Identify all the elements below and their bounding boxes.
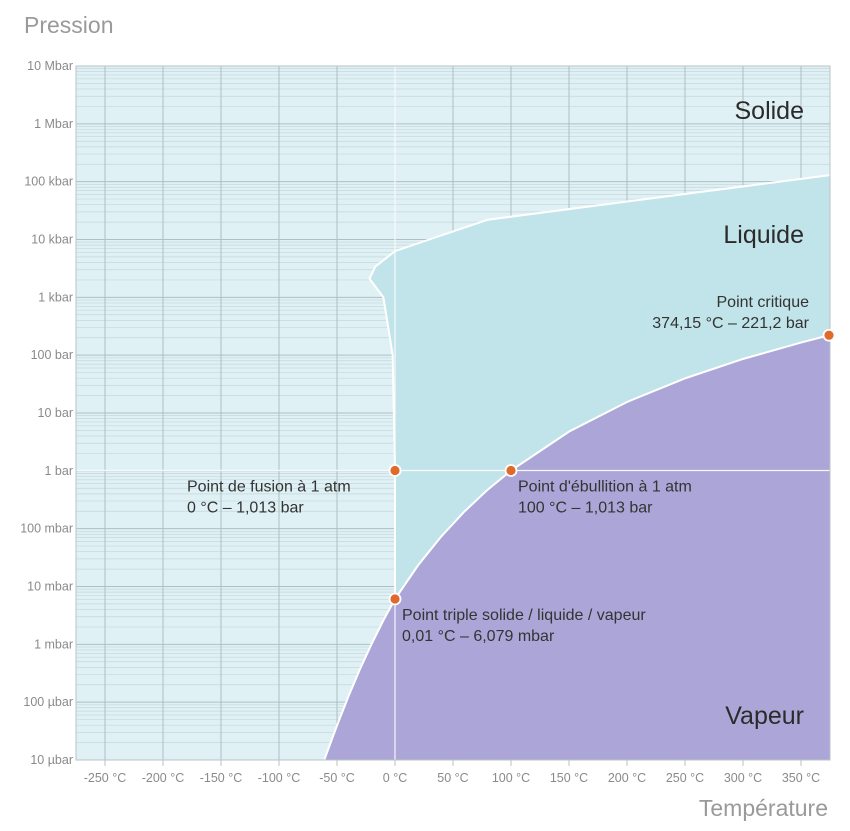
phase-point-marker xyxy=(388,592,402,606)
fusion-curve xyxy=(368,174,830,600)
y-tick-label: 10 µbar xyxy=(30,753,73,767)
y-tick-label: 10 bar xyxy=(38,406,73,420)
point-annotation-title: Point critique xyxy=(717,294,810,311)
phase-point-marker xyxy=(388,464,402,477)
vaporisation-curve xyxy=(394,334,830,600)
y-tick-label: 100 bar xyxy=(31,348,73,362)
y-tick-label: 100 µbar xyxy=(23,695,73,709)
y-tick-label: 10 Mbar xyxy=(27,59,73,73)
x-tick-label: 350 °C xyxy=(782,771,820,785)
point-annotation-value: 0,01 °C – 6,079 mbar xyxy=(402,628,555,645)
point-annotation-value: 374,15 °C – 221,2 bar xyxy=(652,315,809,332)
y-tick-label: 1 Mbar xyxy=(34,117,73,131)
x-tick-label: 100 °C xyxy=(492,771,530,785)
sublimation-curve xyxy=(323,598,396,760)
y-tick-label: 1 mbar xyxy=(34,637,73,651)
x-tick-label: 50 °C xyxy=(437,771,468,785)
point-annotation-title: Point de fusion à 1 atm xyxy=(187,479,351,496)
y-tick-label: 100 kbar xyxy=(24,175,73,189)
x-tick-label: -250 °C xyxy=(84,771,127,785)
point-annotation-value: 100 °C – 1,013 bar xyxy=(518,500,653,517)
y-tick-label: 1 kbar xyxy=(38,290,73,304)
point-annotation-title: Point triple solide / liquide / vapeur xyxy=(402,607,646,624)
phase-point-marker xyxy=(822,328,836,342)
x-axis-title: Température xyxy=(698,795,828,821)
y-tick-label: 1 bar xyxy=(45,464,74,478)
liquid-region xyxy=(369,175,830,599)
x-tick-label: -100 °C xyxy=(258,771,301,785)
region-label: Solide xyxy=(735,97,805,125)
y-tick-label: 100 mbar xyxy=(20,522,73,536)
y-tick-label: 10 kbar xyxy=(31,233,73,247)
x-tick-label: -200 °C xyxy=(142,771,185,785)
x-tick-label: 150 °C xyxy=(550,771,588,785)
vapor-region xyxy=(324,335,830,760)
x-tick-label: -50 °C xyxy=(319,771,355,785)
x-tick-label: 200 °C xyxy=(608,771,646,785)
x-tick-label: 250 °C xyxy=(666,771,704,785)
phase-point-marker xyxy=(504,464,518,477)
x-tick-label: 0 °C xyxy=(383,771,407,785)
region-label: Liquide xyxy=(723,221,804,249)
y-tick-label: 10 mbar xyxy=(27,580,73,594)
x-tick-label: -150 °C xyxy=(200,771,243,785)
x-tick-label: 300 °C xyxy=(724,771,762,785)
point-annotation-value: 0 °C – 1,013 bar xyxy=(187,500,304,517)
region-label: Vapeur xyxy=(725,702,804,730)
point-annotation-title: Point d'ébullition à 1 atm xyxy=(518,479,692,496)
y-axis-title: Pression xyxy=(24,12,114,38)
